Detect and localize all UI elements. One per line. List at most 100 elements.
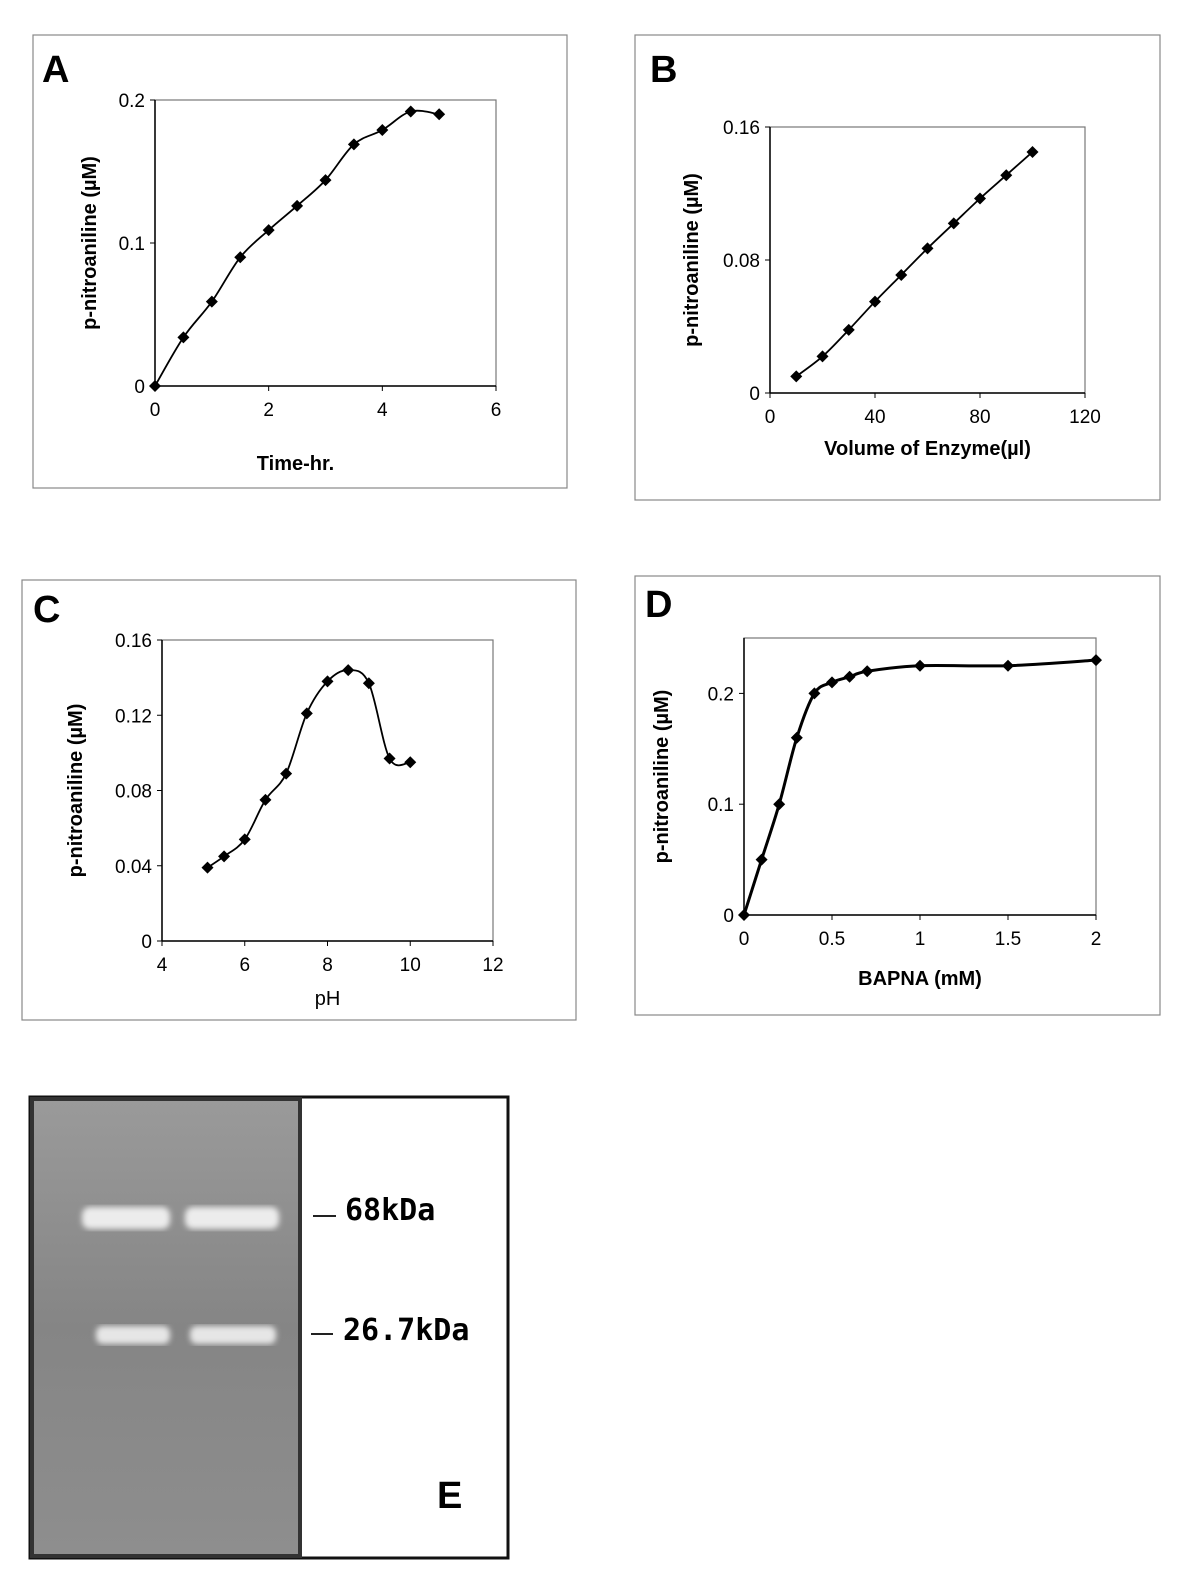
data-point: [869, 295, 881, 308]
data-point: [808, 687, 821, 700]
panel-frame: [21, 579, 577, 1021]
data-point: [773, 798, 786, 811]
data-point: [433, 108, 446, 121]
data-point: [790, 731, 803, 744]
data-point: [404, 756, 417, 769]
data-point: [218, 850, 231, 863]
data-line: [795, 151, 1034, 378]
panel-label: D: [645, 584, 672, 626]
data-point: [342, 664, 355, 677]
x-tick-label: 4: [157, 955, 168, 976]
data-point: [280, 767, 293, 780]
band-label: 26.7kDa: [343, 1313, 469, 1348]
y-axis-label: p-nitroaniline (µM): [681, 173, 703, 347]
y-tick-label: 0.2: [119, 91, 145, 112]
x-tick-label: 2: [1091, 929, 1102, 950]
panel-label: E: [437, 1475, 462, 1517]
data-point: [861, 665, 874, 678]
y-tick-label: 0.16: [723, 118, 760, 139]
data-point: [201, 861, 214, 874]
data-point: [1002, 659, 1014, 672]
data-point: [790, 370, 803, 383]
x-tick-label: 2: [263, 400, 274, 421]
gel-band: [96, 1326, 170, 1344]
data-point: [205, 295, 218, 308]
data-point: [238, 833, 251, 846]
panel-label: C: [33, 589, 60, 631]
data-point: [319, 174, 332, 187]
data-point: [1090, 654, 1102, 667]
data-point: [149, 380, 161, 392]
panel-frame: [634, 575, 1161, 1016]
x-tick-label: 8: [322, 955, 333, 976]
x-axis-label: pH: [315, 988, 341, 1010]
y-tick-label: 0.08: [115, 782, 152, 803]
x-tick-label: 0: [150, 400, 161, 421]
x-tick-label: 1: [915, 929, 926, 950]
data-point: [347, 138, 360, 151]
data-point: [234, 251, 247, 264]
y-tick-label: 0.12: [115, 706, 152, 727]
y-tick-label: 0.08: [723, 251, 760, 272]
data-point: [1026, 145, 1039, 158]
y-tick-label: 0.1: [708, 795, 734, 816]
gel-band: [190, 1326, 276, 1344]
x-tick-label: 6: [491, 400, 502, 421]
data-point: [914, 659, 926, 672]
data-point: [262, 224, 275, 237]
panel-frame: [634, 34, 1161, 501]
x-tick-label: 1.5: [995, 929, 1021, 950]
y-axis-label: p-nitroaniline (µM): [651, 690, 673, 864]
data-point: [843, 670, 856, 683]
x-axis-label: Time-hr.: [257, 453, 334, 475]
chart-panel: 0 2 4 6 0 0.1 0.2 A Time-hr. p-nitroaniline (µM): [32, 34, 568, 489]
x-tick-label: 40: [864, 407, 885, 428]
data-point: [300, 707, 313, 720]
x-tick-label: 10: [400, 955, 421, 976]
gel-panel: 68kDa 26.7kDa E: [28, 1095, 510, 1560]
gel-band: [185, 1207, 279, 1229]
gel-band: [82, 1207, 170, 1229]
chart-panel: 4 6 8 10 12 0 0.04 0.08 0.12 0.16 CpH p-nitroanilin…: [21, 579, 577, 1021]
panel-label: B: [650, 49, 677, 91]
y-tick-label: 0.04: [115, 857, 152, 878]
data-point: [291, 199, 304, 212]
data-point: [842, 323, 855, 336]
band-label: 68kDa: [345, 1193, 435, 1228]
data-point: [177, 331, 190, 344]
x-tick-label: 6: [239, 955, 250, 976]
data-point: [895, 268, 908, 281]
x-axis-label: BAPNA (mM): [858, 968, 982, 990]
y-tick-label: 0: [749, 384, 760, 405]
y-tick-label: 0: [723, 906, 734, 927]
y-axis-label: p-nitroaniline (µM): [79, 156, 101, 330]
panel-frame: [32, 34, 568, 489]
x-tick-label: 80: [969, 407, 990, 428]
data-point: [259, 793, 272, 806]
x-tick-label: 120: [1069, 407, 1101, 428]
data-point: [755, 853, 768, 866]
chart-panel: 0 0.5 1 1.5 2 0 0.1 0.2 D BAPNA (mM) p-nitroanilin…: [634, 575, 1161, 1016]
data-point: [376, 124, 389, 137]
data-point: [921, 242, 934, 255]
data-point: [826, 676, 838, 689]
chart-panel: 0 40 80 120 0 0.08 0.16 B Volume of Enzyme(µl) p-…: [634, 34, 1161, 501]
data-point: [404, 105, 417, 118]
y-tick-label: 0: [134, 377, 145, 398]
data-point: [1000, 169, 1013, 182]
x-tick-label: 0: [765, 407, 776, 428]
data-point: [738, 909, 750, 921]
y-axis-label: p-nitroaniline (µM): [65, 704, 87, 878]
x-tick-label: 12: [482, 955, 503, 976]
data-point: [321, 675, 334, 688]
data-point: [362, 677, 375, 690]
x-tick-label: 0.5: [819, 929, 845, 950]
x-tick-label: 4: [377, 400, 388, 421]
x-axis-label: Volume of Enzyme(µl): [824, 438, 1031, 460]
data-point: [816, 350, 829, 363]
x-tick-label: 0: [739, 929, 750, 950]
y-tick-label: 0.2: [708, 684, 734, 705]
data-point: [974, 192, 986, 205]
data-point: [947, 217, 960, 230]
